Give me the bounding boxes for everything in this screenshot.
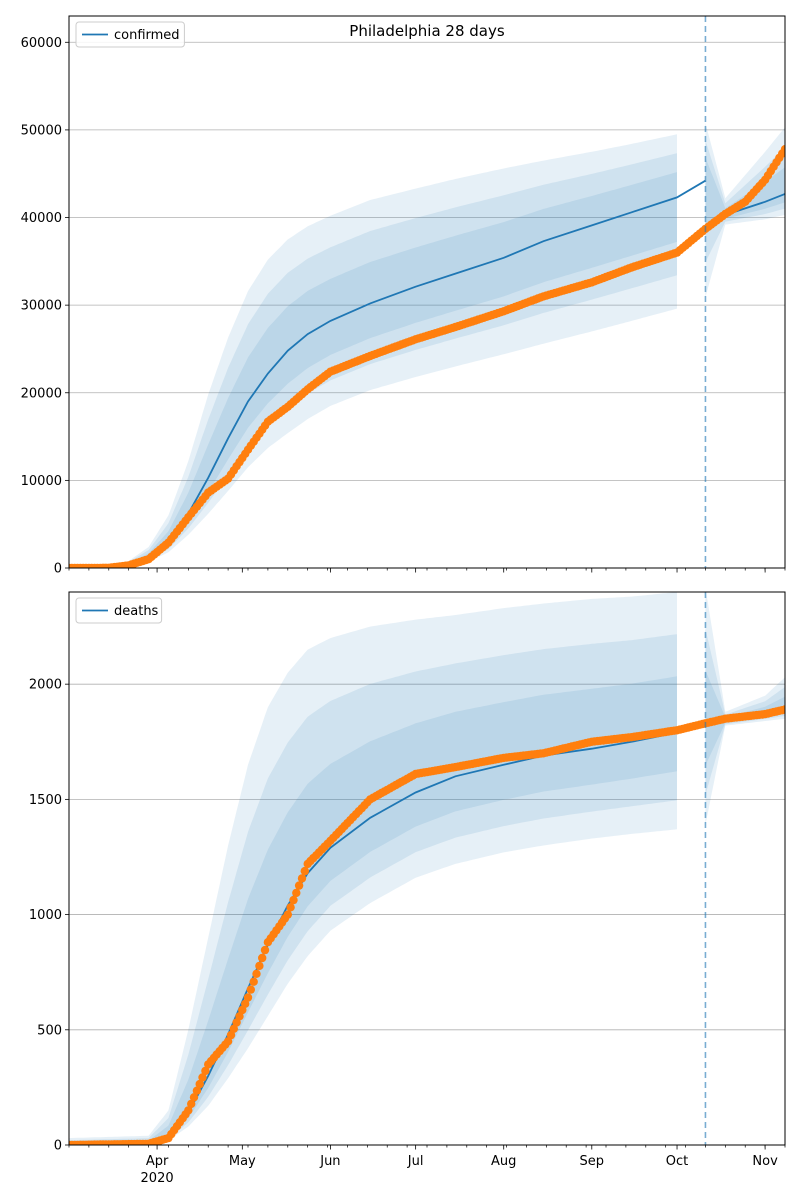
observed-point [235,1012,244,1021]
y-tick-label: 60000 [21,36,62,51]
y-tick-label: 20000 [21,386,62,401]
observed-point [300,866,309,876]
observed-point [297,874,307,883]
observed-point [780,145,785,154]
observed-point [243,993,253,1002]
y-tick-label: 500 [37,1023,62,1038]
y-tick-label: 0 [54,1139,62,1154]
observed-point [226,1030,236,1040]
x-tick-label: Jun [319,1154,340,1169]
uncertainty-band [69,153,677,568]
chart-title: Philadelphia 28 days [349,22,505,40]
observed-point [187,1099,196,1109]
observed-point [780,705,785,714]
plot-area [69,122,785,568]
uncertainty-band [69,592,677,1145]
observed-point [189,1093,199,1102]
observed-point [283,910,292,919]
observed-point [184,1106,193,1115]
observed-point [249,977,258,986]
confirmed-panel: 0 10000 20000 30000 40000 50000 60000 Philadelp… [21,15,786,577]
uncertainty-band [69,676,677,1145]
observed-point [201,1066,210,1076]
observed-point [286,903,295,912]
uncertainty-band [69,172,677,568]
legend-label: confirmed [114,28,180,43]
uncertainty-band [705,592,785,825]
y-tick-label: 10000 [21,474,62,489]
y-tick-label: 30000 [21,299,62,314]
x-tick-label: May [229,1154,256,1169]
observed-point [255,961,264,971]
x-tick-label: Nov [752,1154,778,1169]
observed-point [192,1086,202,1095]
y-tick-label: 40000 [21,211,62,226]
x-tick-label: Sep [580,1154,605,1169]
observed-point [198,1073,207,1082]
y-tick-label: 1000 [29,908,62,923]
legend-box [75,21,185,48]
observed-point [260,945,270,955]
legend-label: deaths [114,604,159,619]
y-tick-label: 1500 [29,793,62,808]
observed-point [246,985,255,994]
observed-point [241,999,250,1008]
uncertainty-band [705,628,785,795]
legend-box [75,597,163,624]
y-tick-label: 50000 [21,123,62,138]
observed-point [292,888,301,898]
x-tick-label: Apr [146,1154,169,1169]
deaths-panel: 0 500 1000 1500 2000 Apr 2020 May Jun Jul Aug Sep Oc… [29,591,786,1186]
observed-point [229,1024,238,1034]
y-tick-label: 2000 [29,678,62,693]
plot-area [69,592,785,1145]
y-tick-label: 0 [54,562,62,577]
x-tick-label: Jul [407,1154,424,1169]
observed-point [252,969,261,978]
uncertainty-band [69,634,677,1145]
uncertainty-band [705,122,785,298]
x-tick-sublabel: 2020 [141,1171,174,1186]
observed-point [258,953,267,963]
x-tick-label: Oct [666,1154,688,1169]
x-tick-label: Aug [491,1154,516,1169]
observed-point [294,881,304,890]
observed-point [289,895,298,905]
observed-point [195,1079,204,1089]
